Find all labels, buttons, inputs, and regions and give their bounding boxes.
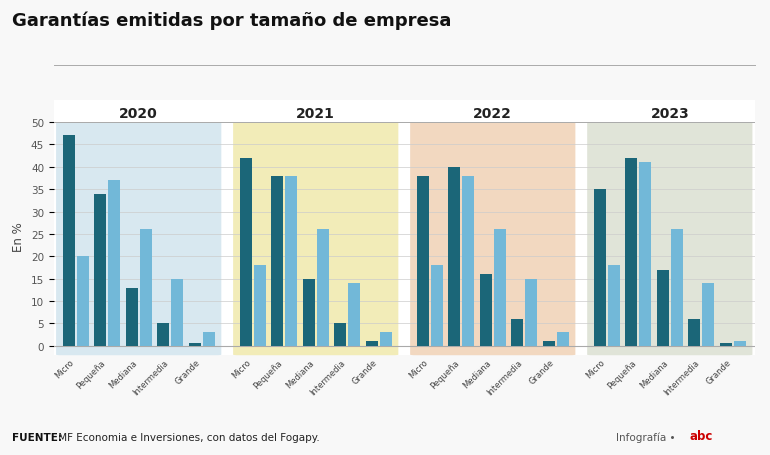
Y-axis label: En %: En % <box>12 222 25 252</box>
Bar <box>239 158 252 346</box>
Bar <box>639 163 651 346</box>
Text: MF Economia e Inversiones, con datos del Fogapy.: MF Economia e Inversiones, con datos del… <box>55 432 320 442</box>
Bar <box>316 230 329 346</box>
FancyBboxPatch shape <box>588 122 752 355</box>
Text: 2020: 2020 <box>119 106 158 121</box>
Bar <box>54 101 755 123</box>
Text: FUENTE:: FUENTE: <box>12 432 62 442</box>
Bar <box>734 342 746 346</box>
Bar <box>608 266 620 346</box>
Bar <box>543 342 555 346</box>
Bar <box>594 190 606 346</box>
Bar <box>94 194 106 346</box>
Bar <box>511 319 524 346</box>
FancyBboxPatch shape <box>233 122 398 355</box>
Bar <box>462 177 474 346</box>
FancyBboxPatch shape <box>56 122 221 355</box>
Bar <box>139 230 152 346</box>
Bar <box>557 333 569 346</box>
Bar <box>203 333 215 346</box>
Bar <box>366 342 378 346</box>
Bar <box>702 283 715 346</box>
Bar <box>334 324 346 346</box>
Bar <box>430 266 443 346</box>
Text: 2021: 2021 <box>296 106 335 121</box>
Bar <box>271 177 283 346</box>
Bar <box>380 333 392 346</box>
Bar <box>688 319 701 346</box>
Bar <box>657 270 669 346</box>
Text: Infografía •: Infografía • <box>616 432 675 442</box>
Bar <box>417 177 429 346</box>
Bar <box>126 288 138 346</box>
Text: abc: abc <box>689 429 712 442</box>
Text: Garantías emitidas por tamaño de empresa: Garantías emitidas por tamaño de empresa <box>12 11 451 30</box>
Bar <box>285 177 297 346</box>
Bar <box>525 279 537 346</box>
Bar <box>671 230 683 346</box>
Bar <box>625 158 638 346</box>
Bar <box>348 283 360 346</box>
FancyBboxPatch shape <box>410 122 575 355</box>
Bar <box>448 167 460 346</box>
Bar <box>480 274 492 346</box>
Bar <box>157 324 169 346</box>
Bar <box>108 181 120 346</box>
Bar <box>62 136 75 346</box>
Text: 2023: 2023 <box>651 106 689 121</box>
Bar <box>303 279 315 346</box>
Bar <box>77 257 89 346</box>
Bar <box>494 230 506 346</box>
Text: 2022: 2022 <box>474 106 512 121</box>
Bar <box>171 279 183 346</box>
Bar <box>253 266 266 346</box>
Bar <box>189 344 201 346</box>
Bar <box>720 344 732 346</box>
